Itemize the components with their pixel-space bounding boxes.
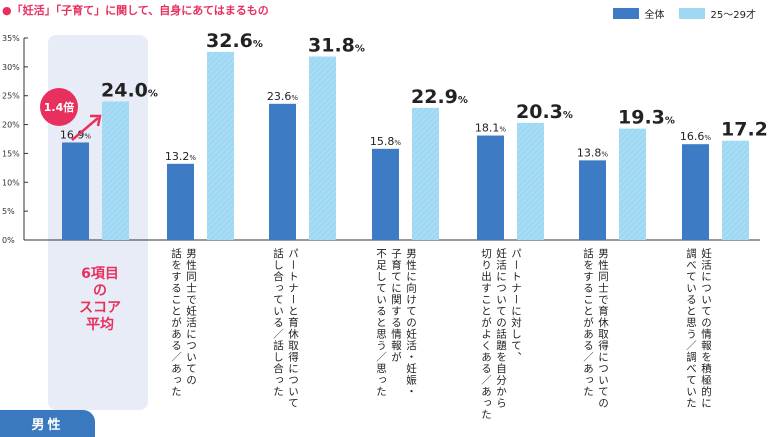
bar-25-29 [412,107,439,240]
data-label: 16.6% [680,130,712,143]
x-category-label: 男性同士で育休取得についての 話をすることがある／あった [582,248,609,409]
bar-25-29 [619,128,646,240]
arrow-head [90,114,102,127]
data-label: 32.6% [206,30,263,52]
chart-title: ●「妊活」「子育て」に関して、自身にあてはまるもの [2,4,269,17]
segment-badge-male: 男性 [0,410,95,437]
legend-swatch [612,8,639,19]
percent-sign: % [148,88,158,99]
bar-all [579,160,606,240]
data-label: 23.6% [267,90,299,103]
legend-item-all: 全体 [612,6,665,21]
data-label: 19.3% [618,107,675,129]
x-category-label: 男性同士で妊活についての 話をすることがある／あった [170,248,197,398]
legend-label: 全体 [644,10,665,21]
percent-sign: % [291,94,298,102]
ratio-badge: 1.4倍 [40,88,78,126]
data-label: 17.2% [721,119,768,141]
y-tick-label: 0% [2,236,15,245]
y-tick-label: 35% [2,34,20,43]
bar-all [372,148,399,240]
percent-sign: % [458,95,468,106]
x-category-label: パートナーに対して、 妊活についての話題を自分から 切り出すことがよくある／あっ… [480,248,522,421]
y-tick-label: 25% [2,92,20,101]
data-label: 13.2% [165,150,197,163]
average-label: 6項目の スコア平均 [79,266,121,333]
percent-sign: % [601,150,608,158]
percent-sign: % [394,139,401,147]
bar-all [167,163,194,240]
percent-sign: % [355,43,365,54]
data-label: 13.8% [577,146,609,159]
bar-25-29 [309,56,336,241]
percent-sign: % [84,132,91,140]
bar-25-29 [207,51,234,241]
percent-sign: % [499,126,506,134]
percent-sign: % [253,39,263,50]
increase-arrow [71,117,99,141]
bar-all [477,135,504,240]
bar-all [62,142,89,240]
data-label: 24.0% [101,79,158,101]
y-tick-label: 5% [2,207,15,216]
y-tick-label: 10% [2,178,20,187]
percent-sign: % [563,110,573,121]
y-tick-label: 30% [2,63,20,72]
legend-swatch [678,8,705,19]
percent-sign: % [665,116,675,127]
data-label: 31.8% [308,34,365,56]
bar-all [269,103,296,241]
y-tick-label: 20% [2,121,20,130]
legend-item-25-29: 25〜29才 [678,6,756,21]
percent-sign: % [704,134,711,142]
data-label: 18.1% [475,122,507,135]
bar-all [682,144,709,240]
bar-25-29 [102,101,129,240]
percent-sign: % [189,154,196,162]
data-label: 22.9% [411,86,468,108]
data-label: 20.3% [516,101,573,123]
legend-label: 25〜29才 [710,10,756,21]
legend: 全体 25〜29才 [612,6,756,21]
bar-25-29 [722,140,749,240]
data-label: 15.8% [370,135,402,148]
x-category-label: 妊活についての情報を積極的に 調べていると思う／調べていた [685,248,712,409]
y-tick-label: 15% [2,149,20,158]
x-category-label: パートナーと育休取得について 話し合っている／話し合った [272,248,299,409]
x-category-label: 男性に向けての妊活・妊娠・ 子育てに関する情報が 不足していると思う／思った [375,248,417,398]
bar-25-29 [517,122,544,240]
